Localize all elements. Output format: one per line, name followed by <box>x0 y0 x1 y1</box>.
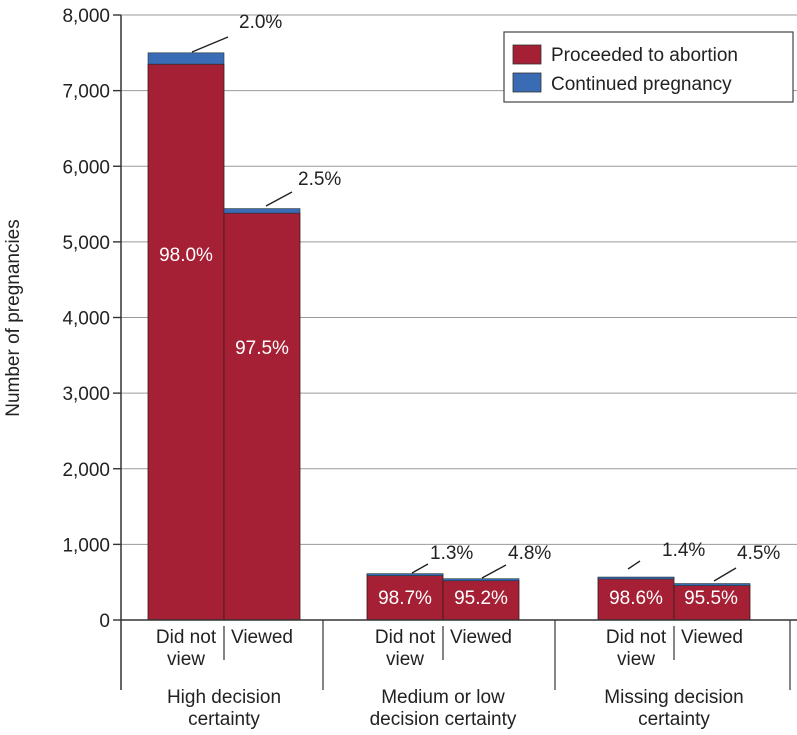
bar-continued <box>442 578 520 582</box>
x-category-label: Viewed <box>681 627 743 648</box>
y-tick-label: 8,000 <box>62 6 110 27</box>
value-leader-line <box>191 36 229 53</box>
legend-box <box>503 31 794 103</box>
bar-abortion <box>442 580 520 621</box>
bar-value-label: 4.5% <box>737 543 780 564</box>
bar-continued <box>597 576 675 580</box>
y-tick-label: 1,000 <box>62 535 110 556</box>
x-group-label: High decision <box>167 687 281 708</box>
x-category-label: Viewed <box>450 627 512 648</box>
x-group-label: certainty <box>188 709 260 730</box>
bar-value-label: 98.0% <box>159 245 213 266</box>
value-leader-line <box>411 563 429 574</box>
axes <box>113 14 797 690</box>
y-tick-label: 7,000 <box>62 82 110 103</box>
x-category-label: view <box>167 649 205 670</box>
bars <box>147 52 751 621</box>
value-leader-line <box>713 567 737 582</box>
bar-abortion <box>147 63 225 621</box>
y-tick-label: 3,000 <box>62 384 110 405</box>
bar-value-label: 95.5% <box>684 588 738 609</box>
y-tick-label: 2,000 <box>62 460 110 481</box>
y-axis-label: Number of pregnancies <box>3 219 24 417</box>
x-category-label: Viewed <box>231 627 293 648</box>
bar-value-label: 98.7% <box>378 588 432 609</box>
bar-value-label: 1.3% <box>430 543 473 564</box>
bar-value-label: 2.0% <box>239 12 282 33</box>
value-leader-line <box>481 564 507 579</box>
value-leader-line <box>627 560 641 570</box>
x-group-label: Missing decision <box>604 687 743 708</box>
x-category-label: Did not <box>156 627 217 648</box>
labels: 0 1,000 2,000 3,000 4,000 5,000 6,000 7,000 8,00… <box>62 6 780 730</box>
x-category-label: Did not <box>606 627 667 648</box>
legend-label-abortion: Proceeded to abortion <box>551 45 738 66</box>
x-category-label: view <box>617 649 655 670</box>
bar-continued <box>147 52 225 65</box>
bar-continued <box>673 583 751 586</box>
bar-continued <box>223 208 301 214</box>
bar-value-label: 95.2% <box>454 588 508 609</box>
x-category-label: view <box>386 649 424 670</box>
legend-label-continued: Continued pregnancy <box>551 74 732 95</box>
bar-abortion <box>223 212 301 621</box>
bar-abortion <box>673 584 751 621</box>
y-tick-label: 5,000 <box>62 233 110 254</box>
y-tick-label: 6,000 <box>62 157 110 178</box>
x-group-label: certainty <box>638 709 710 730</box>
y-tick-label: 0 <box>99 611 110 632</box>
bar-value-label: 2.5% <box>298 169 341 190</box>
x-group-label: Medium or low <box>381 687 505 708</box>
y-tick-label: 4,000 <box>62 309 110 330</box>
legend-swatch-continued <box>512 72 542 93</box>
legend-swatch-abortion <box>512 44 542 65</box>
bar-value-label: 98.6% <box>609 588 663 609</box>
bar-value-label: 97.5% <box>235 338 289 359</box>
x-category-label: Did not <box>375 627 436 648</box>
x-group-label: decision certainty <box>370 709 517 730</box>
bar-abortion <box>366 573 444 621</box>
value-leader-line <box>265 191 293 207</box>
bar-value-label: 1.4% <box>662 540 705 561</box>
legend: Proceeded to abortion Continued pregnanc… <box>503 31 794 103</box>
bar-continued <box>366 573 444 576</box>
bar-value-label: 4.8% <box>508 543 551 564</box>
